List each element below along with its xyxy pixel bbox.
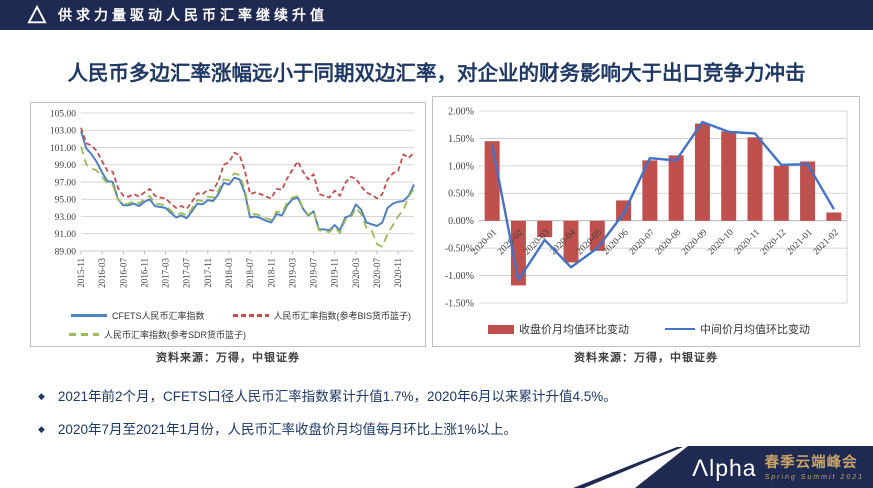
svg-text:2019-03: 2019-03 — [287, 258, 297, 288]
slide-title: 人民币多边汇率涨幅远小于同期双边汇率，对企业的财务影响大于出口竞争力冲击 — [67, 62, 806, 85]
svg-text:2021-02: 2021-02 — [812, 228, 842, 258]
legend-item-sdr: 人民币汇率指数(参考SDR货币篮子) — [69, 328, 246, 341]
svg-text:2018-07: 2018-07 — [245, 258, 255, 288]
source-note-left: 资料来源：万得，中银证券 — [156, 352, 300, 364]
legend-label: 人民币汇率指数(参考BIS货币篮子) — [273, 311, 412, 321]
svg-text:2016-03: 2016-03 — [97, 258, 107, 288]
svg-text:2019-07: 2019-07 — [309, 258, 319, 288]
svg-text:2021-01: 2021-01 — [785, 228, 815, 258]
multilateral-index-chart-panel: 89.00 91.00 93.00 95.00 97.00 99.00 101.00 103.… — [30, 102, 426, 347]
banner-ribbon-shape — [573, 446, 873, 488]
svg-text:91.00: 91.00 — [55, 230, 77, 240]
header-title: 供求力量驱动人民币汇率继续升值 — [58, 7, 328, 23]
banner-subtitle-block: 春季云端峰会 Spring Summit 2021 — [764, 455, 864, 481]
bullet-item: ◆ 2020年7月至2021年1月份，人民币汇率收盘价月均值每月环比上涨1%以上… — [38, 421, 843, 439]
svg-text:-1.50%: -1.50% — [445, 298, 474, 309]
svg-text:1.00%: 1.00% — [448, 161, 474, 172]
legend-label: 人民币汇率指数(参考SDR货币篮子) — [104, 330, 246, 340]
svg-text:2015-11: 2015-11 — [76, 258, 86, 288]
bullet-text: 2020年7月至2021年1月份，人民币汇率收盘价月均值每月环比上涨1%以上。 — [57, 422, 518, 438]
svg-text:2020-03: 2020-03 — [351, 258, 361, 288]
svg-text:2020-06: 2020-06 — [601, 228, 631, 258]
svg-text:2019-11: 2019-11 — [330, 258, 340, 288]
svg-text:103.00: 103.00 — [50, 127, 76, 137]
svg-text:2020-09: 2020-09 — [680, 228, 710, 258]
svg-text:2.00%: 2.00% — [448, 106, 474, 117]
svg-text:2020-01: 2020-01 — [470, 228, 500, 258]
footer-banner: Λlpha 春季云端峰会 Spring Summit 2021 — [570, 430, 873, 488]
summit-title-cn: 春季云端峰会 — [764, 455, 858, 472]
alpha-wordmark-rest: lpha — [709, 454, 757, 481]
bullet-text: 2021年前2个月，CFETS口径人民币汇率指数累计升值1.7%，2020年6月… — [57, 389, 617, 404]
alpha-lambda-icon: Λ — [692, 454, 710, 482]
legend-item-close-price: 收盘价月均值环比变动 — [488, 321, 629, 337]
blue-line-swatch-icon — [71, 314, 107, 317]
banner-content: Λlpha 春季云端峰会 Spring Summit 2021 — [692, 454, 864, 482]
diamond-bullet-icon: ◆ — [38, 424, 45, 435]
svg-text:0.00%: 0.00% — [448, 216, 474, 227]
svg-text:2020-12: 2020-12 — [759, 228, 789, 258]
svg-text:-1.00%: -1.00% — [445, 271, 474, 282]
svg-text:2020-08: 2020-08 — [654, 228, 684, 258]
svg-text:89.00: 89.00 — [55, 247, 77, 257]
svg-text:2016-11: 2016-11 — [139, 258, 149, 288]
monthly-change-chart-panel: -1.50% -1.00% -0.50% 0.00% 0.50% 1.00% 1.50% 2.… — [432, 96, 860, 347]
legend-label: CFETS人民币汇率指数 — [112, 311, 205, 321]
left-chart-legend: CFETS人民币汇率指数 人民币汇率指数(参考BIS货币篮子) 人民币汇率指数(… — [31, 306, 425, 344]
legend-row: 人民币汇率指数(参考SDR货币篮子) — [31, 325, 425, 344]
monthly-change-combo-chart: -1.50% -1.00% -0.50% 0.00% 0.50% 1.00% 1.50% 2.… — [433, 97, 859, 314]
alpha-wordmark: Λlpha — [692, 454, 757, 482]
svg-text:2018-03: 2018-03 — [224, 258, 234, 288]
svg-text:105.00: 105.00 — [50, 109, 76, 119]
bullet-item: ◆ 2021年前2个月，CFETS口径人民币汇率指数累计升值1.7%，2020年… — [38, 388, 843, 406]
legend-label: 收盘价月均值环比变动 — [519, 324, 629, 336]
svg-text:2020-07: 2020-07 — [628, 228, 658, 258]
svg-text:95.00: 95.00 — [55, 196, 77, 206]
diamond-bullet-icon: ◆ — [38, 391, 45, 401]
svg-text:101.00: 101.00 — [50, 144, 76, 154]
svg-text:2018-11: 2018-11 — [266, 258, 276, 288]
header-bar: 供求力量驱动人民币汇率继续升值 — [0, 0, 873, 30]
legend-label: 中间价月均值环比变动 — [700, 324, 810, 336]
legend-item-bis: 人民币汇率指数(参考BIS货币篮子) — [232, 309, 412, 322]
svg-text:2020-11: 2020-11 — [393, 258, 403, 288]
cfets-index-line-chart: 89.00 91.00 93.00 95.00 97.00 99.00 101.00 103.… — [31, 103, 425, 306]
svg-text:1.50%: 1.50% — [448, 134, 474, 145]
alpha-triangle-icon — [27, 4, 47, 24]
svg-text:2020-10: 2020-10 — [706, 228, 736, 258]
svg-text:2017-03: 2017-03 — [161, 258, 171, 288]
svg-text:2020-11: 2020-11 — [733, 228, 762, 257]
svg-text:97.00: 97.00 — [55, 178, 77, 188]
legend-item-cfets: CFETS人民币汇率指数 — [71, 309, 205, 322]
blue-line-swatch-icon — [665, 327, 695, 331]
svg-text:2016-07: 2016-07 — [118, 258, 128, 288]
legend-row: CFETS人民币汇率指数 人民币汇率指数(参考BIS货币篮子) — [31, 306, 425, 325]
green-dash-swatch-icon — [69, 333, 99, 336]
source-note-right: 资料来源：万得，中银证券 — [574, 352, 718, 364]
svg-text:-0.50%: -0.50% — [445, 244, 474, 255]
svg-text:2020-07: 2020-07 — [372, 258, 382, 288]
red-bar-swatch-icon — [488, 324, 514, 334]
bullet-list: ◆ 2021年前2个月，CFETS口径人民币汇率指数累计升值1.7%，2020年… — [38, 388, 843, 454]
svg-text:2017-07: 2017-07 — [182, 258, 192, 288]
summit-title-en: Spring Summit 2021 — [764, 474, 864, 481]
svg-text:0.50%: 0.50% — [448, 189, 474, 200]
svg-text:2017-11: 2017-11 — [203, 258, 213, 288]
right-chart-legend: 收盘价月均值环比变动 中间价月均值环比变动 — [433, 314, 859, 344]
red-dash-swatch-icon — [232, 314, 269, 317]
svg-text:99.00: 99.00 — [55, 161, 77, 171]
svg-text:93.00: 93.00 — [55, 213, 77, 223]
legend-item-fixing-price: 中间价月均值环比变动 — [665, 321, 810, 337]
